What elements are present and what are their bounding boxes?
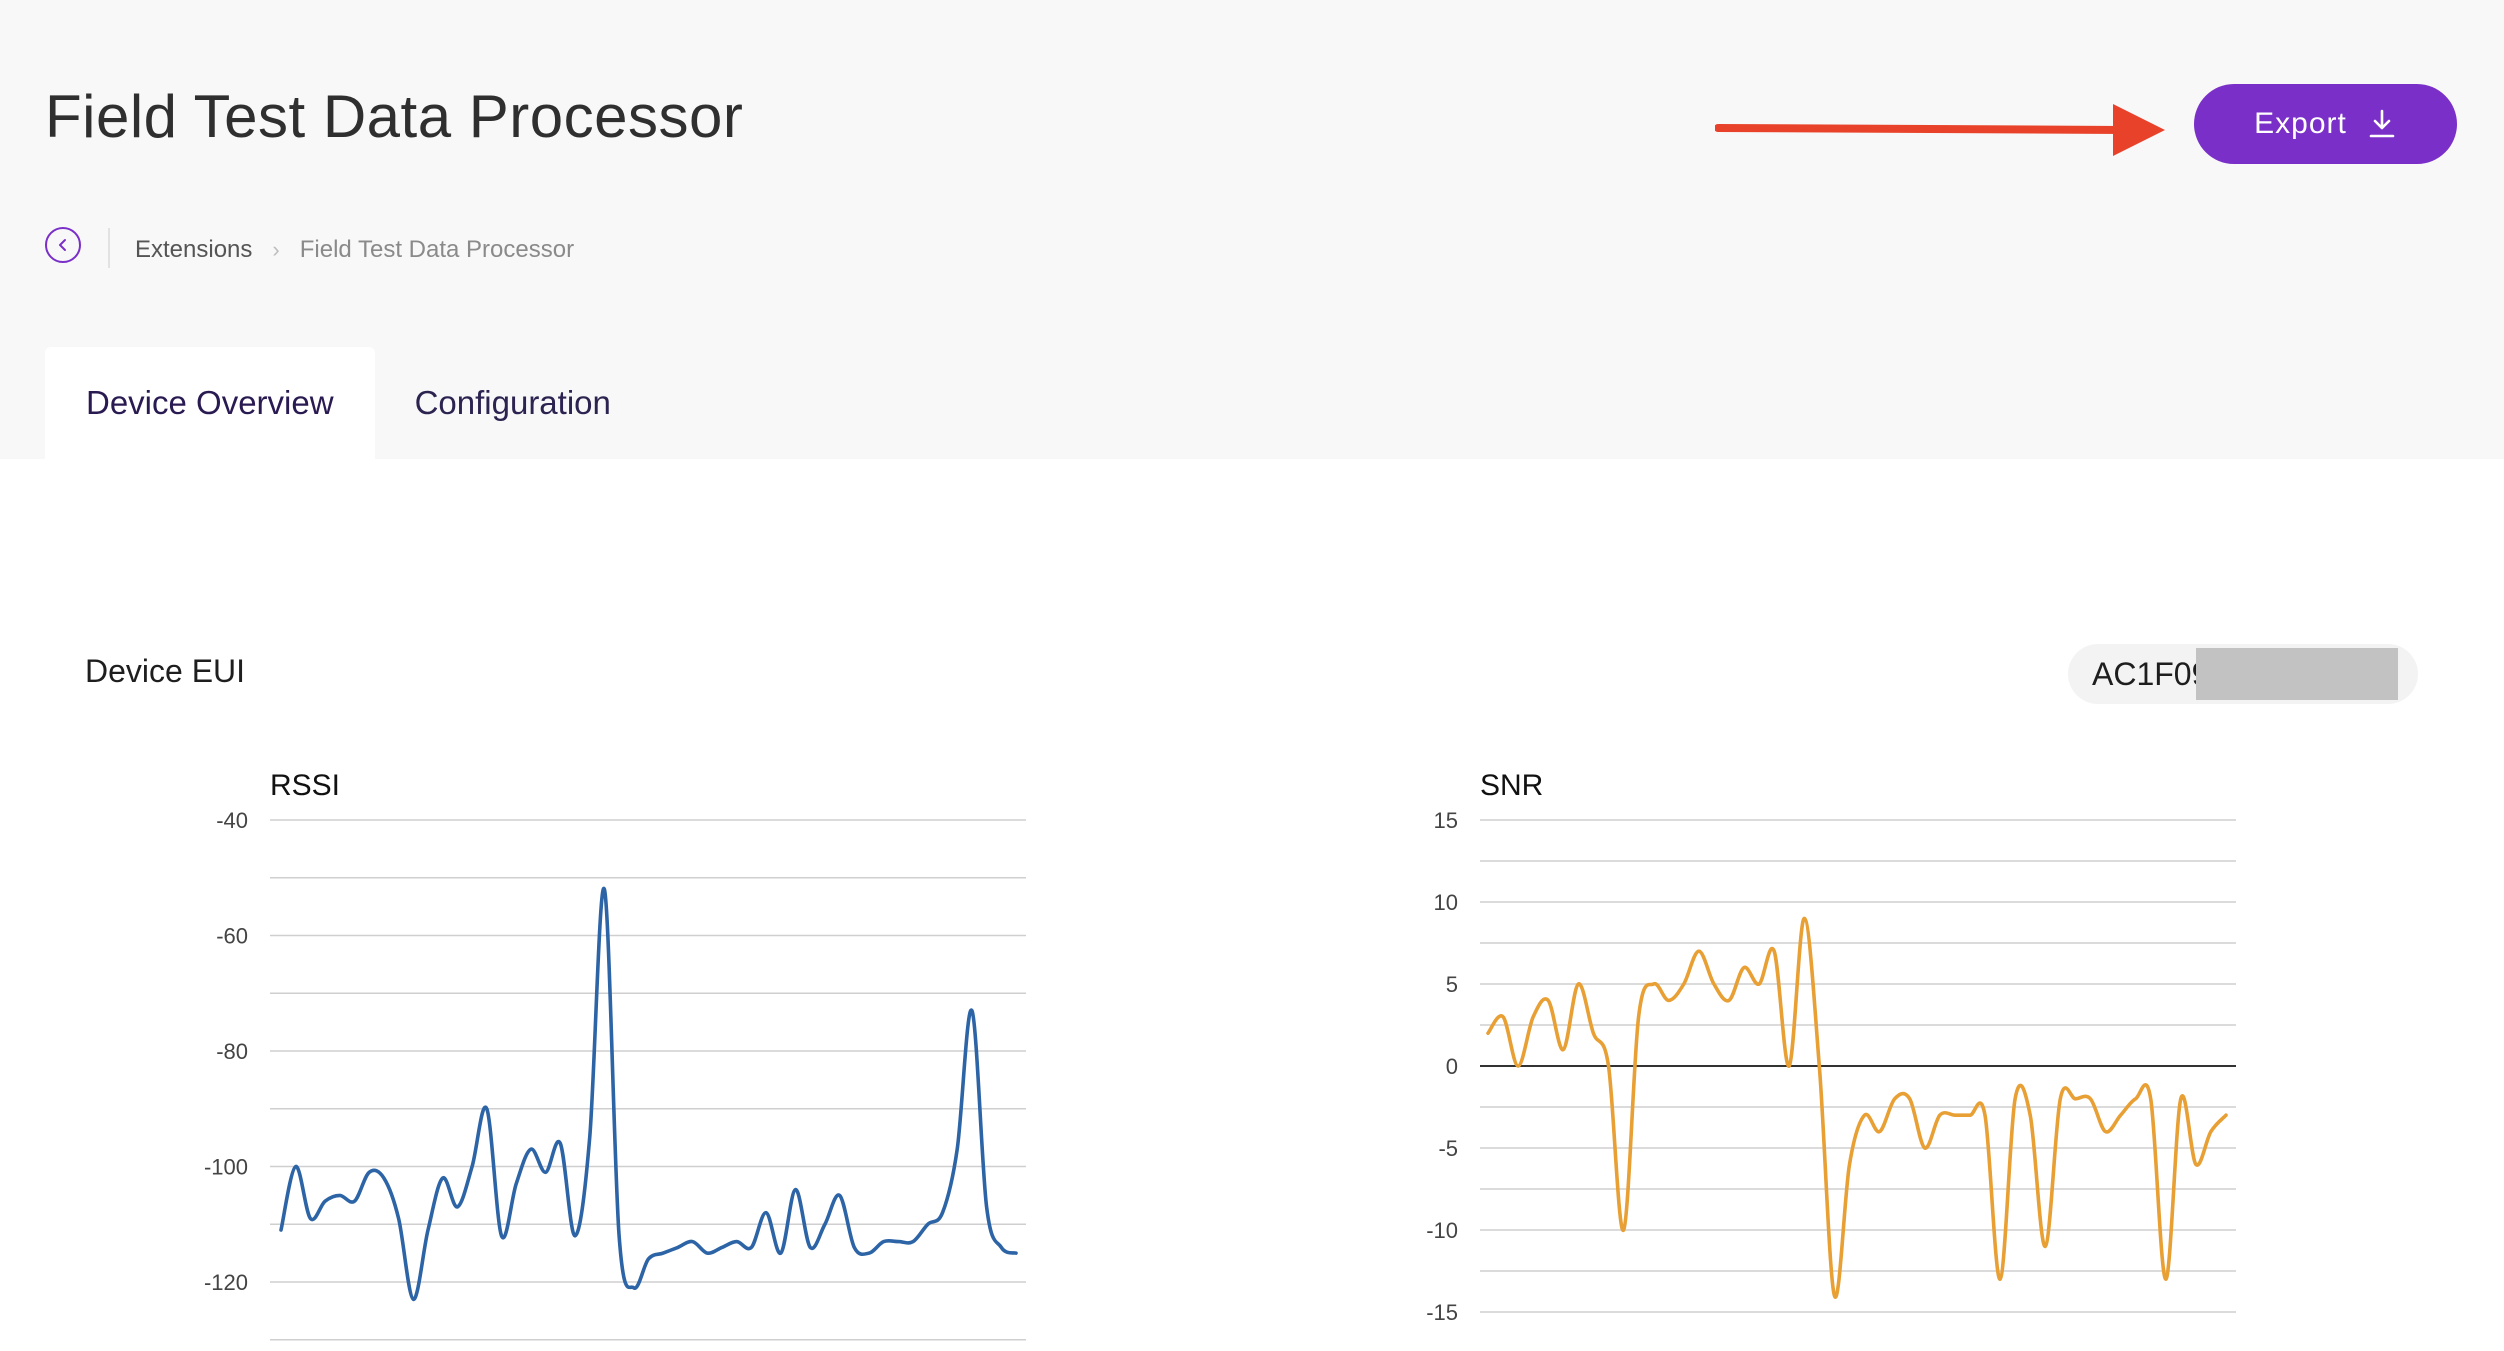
series-line <box>279 886 1018 1302</box>
breadcrumb: Extensions › Field Test Data Processor <box>135 236 574 264</box>
y-tick-label: -120 <box>204 1270 248 1295</box>
breadcrumb-separator: › <box>272 237 280 262</box>
breadcrumb-divider <box>108 228 110 268</box>
y-tick-label: -80 <box>216 1039 248 1064</box>
device-eui-field: AC1F09 <box>2068 644 2418 704</box>
y-tick-label: -10 <box>1426 1218 1458 1243</box>
device-eui-label: Device EUI <box>85 653 246 689</box>
y-tick-label: -60 <box>216 924 248 949</box>
y-tick-label: 10 <box>1434 890 1458 915</box>
tab-configuration[interactable]: Configuration <box>414 384 611 421</box>
eui-redaction-block <box>2196 648 2398 700</box>
y-tick-label: 15 <box>1434 808 1458 833</box>
tab-bar: Device Overview Configuration <box>45 347 651 459</box>
y-tick-label: -5 <box>1438 1136 1458 1161</box>
chart-title: RSSI <box>270 769 340 802</box>
chart-title: SNR <box>1480 769 1543 802</box>
breadcrumb-current: Field Test Data Processor <box>299 236 575 263</box>
breadcrumb-extensions-link[interactable]: Extensions <box>135 236 253 263</box>
device-eui-value: AC1F09 <box>2092 655 2210 692</box>
export-button-label: Export <box>2254 107 2347 140</box>
chevron-left-icon <box>59 239 66 251</box>
export-button[interactable]: Export <box>2194 84 2457 164</box>
y-tick-label: 0 <box>1446 1054 1458 1079</box>
annotation-arrow <box>1715 104 2165 156</box>
series-line <box>1486 916 2228 1299</box>
rssi-chart-svg: RSSI -40 -60 -80 -100 -120 <box>204 769 1026 1341</box>
snr-chart-svg: SNR 15 10 5 0 -5 -10 -15 <box>1426 769 2236 1325</box>
download-icon <box>2369 109 2395 138</box>
y-tick-label: -15 <box>1426 1300 1458 1325</box>
annotation-arrow-shaft <box>1715 124 2127 134</box>
snr-chart: SNR 15 10 5 0 -5 -10 -15 <box>1380 755 2250 1346</box>
y-tick-label: -40 <box>216 808 248 833</box>
y-tick-label: 5 <box>1446 972 1458 997</box>
back-button[interactable] <box>45 227 81 263</box>
rssi-chart: RSSI -40 -60 -80 -100 -120 <box>170 755 1040 1346</box>
page-header <box>0 0 2504 459</box>
annotation-arrow-head <box>2113 104 2165 156</box>
tab-device-overview[interactable]: Device Overview <box>45 347 375 459</box>
page-title: Field Test Data Processor <box>45 83 744 150</box>
y-tick-label: -100 <box>204 1155 248 1180</box>
